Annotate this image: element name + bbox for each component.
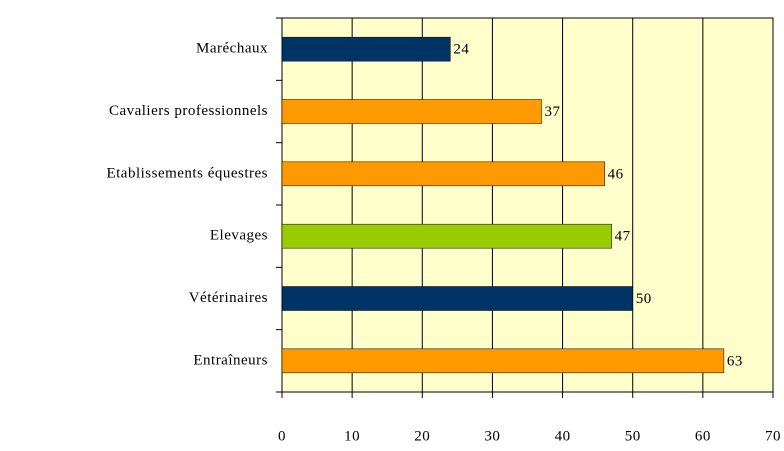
data-label: 47 xyxy=(615,229,631,245)
y-tick-label: Entraîneurs xyxy=(193,352,268,368)
data-label: 46 xyxy=(608,166,624,182)
x-tick-label: 40 xyxy=(555,428,571,444)
x-tick-label: 70 xyxy=(765,428,781,444)
x-tick-label: 10 xyxy=(344,428,360,444)
y-tick-label: Etablissements équestres xyxy=(106,165,268,181)
y-tick-label: Cavaliers professionnels xyxy=(109,103,268,119)
data-label: 50 xyxy=(636,291,652,307)
y-tick-label: Vétérinaires xyxy=(189,290,268,306)
y-tick-label: Elevages xyxy=(210,228,268,244)
x-tick-label: 0 xyxy=(278,428,286,444)
bar xyxy=(281,286,633,311)
bar xyxy=(281,223,612,249)
data-label: 24 xyxy=(453,42,469,58)
data-label: 63 xyxy=(727,353,743,369)
bar xyxy=(281,99,542,124)
y-tick-label: Maréchaux xyxy=(196,41,268,57)
bar xyxy=(281,348,725,374)
x-tick-label: 60 xyxy=(695,428,711,444)
data-label: 37 xyxy=(545,104,561,120)
bar xyxy=(281,161,605,187)
x-tick-label: 50 xyxy=(625,428,641,444)
plot-area xyxy=(282,18,773,392)
bar xyxy=(281,36,451,62)
x-tick-label: 30 xyxy=(484,428,500,444)
x-tick-label: 20 xyxy=(414,428,430,444)
